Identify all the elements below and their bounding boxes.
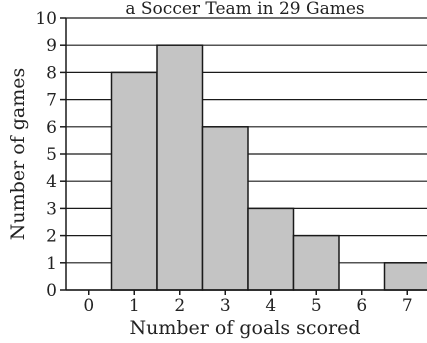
y-tick-label-10: 10	[35, 9, 57, 29]
x-tick-label-0: 0	[83, 296, 94, 316]
bar-5	[292, 234, 340, 291]
axes	[60, 17, 427, 295]
x-tick-label-2: 2	[174, 296, 185, 316]
y-tick-label-4: 4	[46, 172, 57, 192]
y-tick-label-1: 1	[46, 254, 57, 274]
y-tick-label-7: 7	[46, 91, 57, 111]
bar-4	[247, 207, 295, 291]
x-tick-label-1: 1	[129, 296, 140, 316]
y-tick-label-9: 9	[46, 36, 57, 56]
y-tick-label-0: 0	[46, 281, 57, 301]
x-axis-label: Number of goals scored	[129, 317, 360, 339]
x-tick-label-5: 5	[311, 296, 322, 316]
bar-7	[383, 262, 427, 291]
x-tick-label-6: 6	[356, 296, 367, 316]
y-axis-label: Number of games	[7, 68, 29, 240]
x-tick-label-3: 3	[220, 296, 231, 316]
y-tick-labels: 0 1 2 3 4 5 6 7 8 9 10	[35, 9, 57, 301]
x-tick-labels: 0 1 2 3 4 5 6 7	[83, 296, 412, 316]
bar-2	[156, 44, 204, 291]
bar-1	[110, 71, 158, 291]
y-tick-label-8: 8	[46, 63, 57, 83]
x-tick-label-7: 7	[402, 296, 413, 316]
y-tick-label-2: 2	[46, 227, 57, 247]
bars	[110, 44, 427, 291]
bar-3	[201, 126, 249, 291]
y-tick-label-3: 3	[46, 199, 57, 219]
y-tick-label-5: 5	[46, 145, 57, 165]
chart-title: a Soccer Team in 29 Games	[125, 0, 364, 19]
x-tick-label-4: 4	[265, 296, 276, 316]
y-tick-label-6: 6	[46, 118, 57, 138]
